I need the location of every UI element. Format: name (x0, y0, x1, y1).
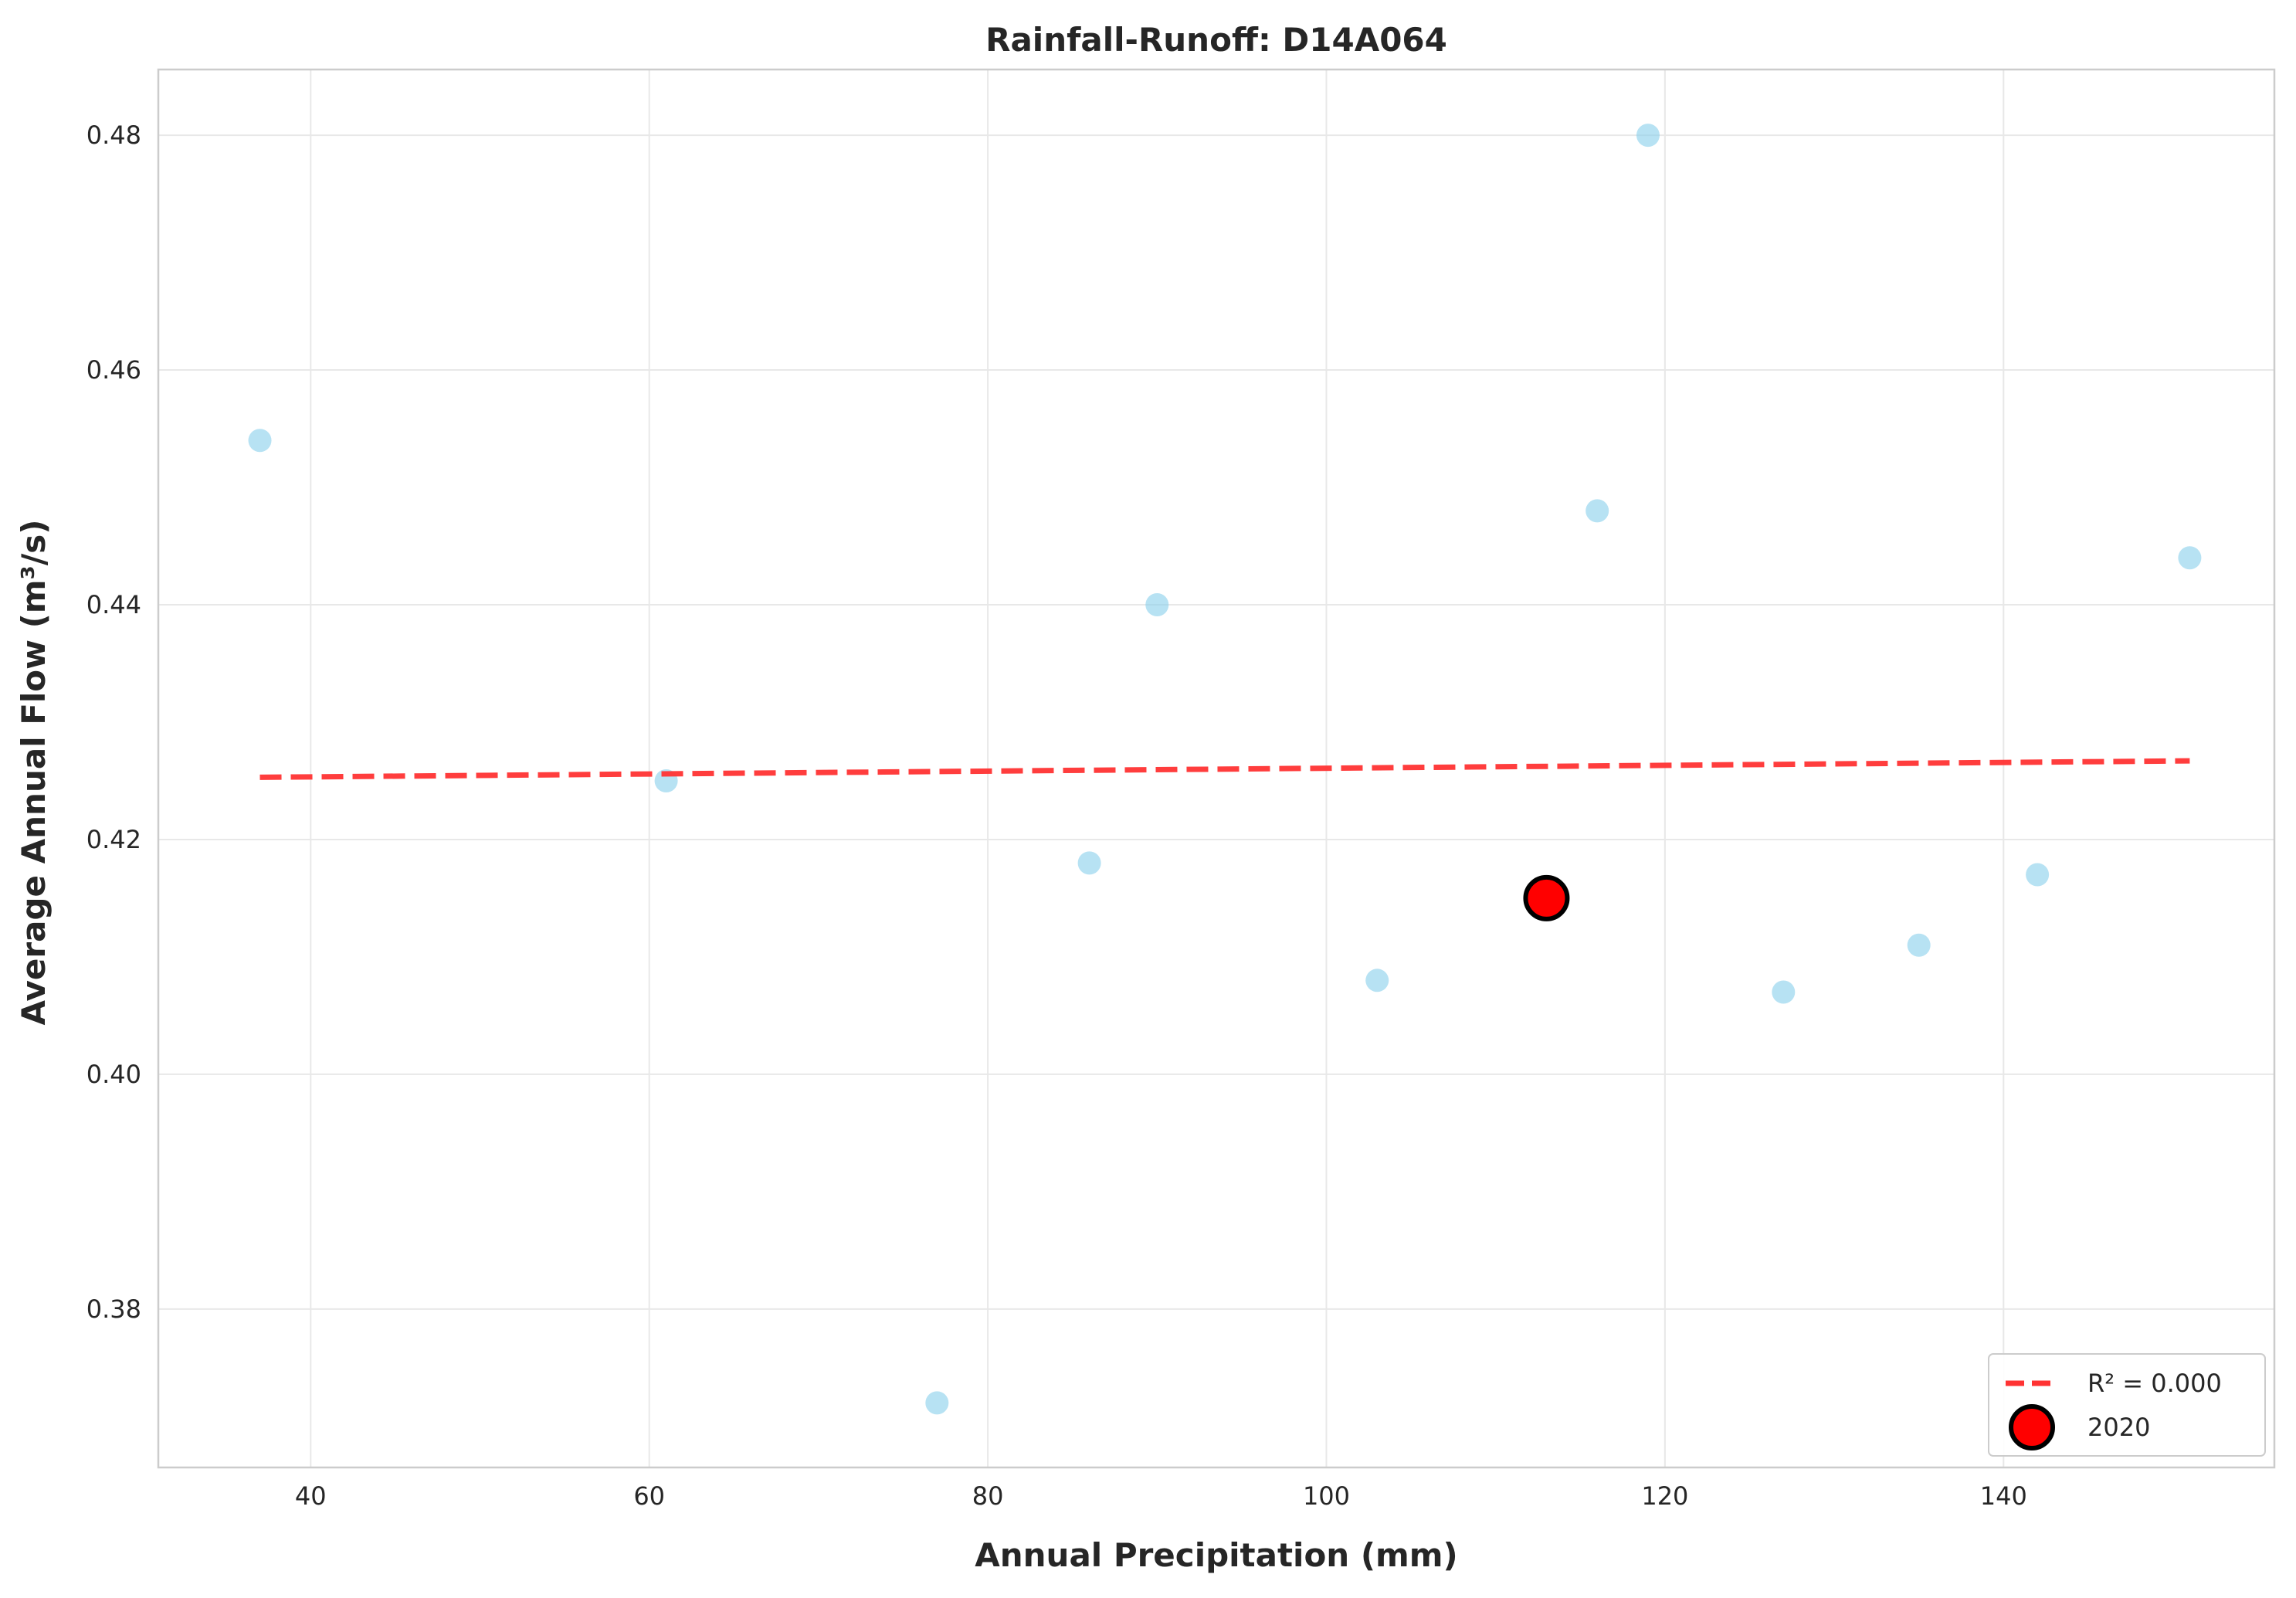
x-tick-label: 140 (1980, 1481, 2027, 1511)
scatter-point (2026, 863, 2050, 887)
legend-box (1988, 1353, 2266, 1457)
y-tick-label: 0.38 (86, 1294, 141, 1324)
scatter-point (2178, 546, 2202, 570)
scatter-point (248, 429, 272, 453)
legend-point-swatch (2009, 1404, 2055, 1450)
y-tick-label: 0.42 (86, 825, 141, 854)
plot-frame (157, 68, 2276, 1469)
scatter-point (925, 1391, 949, 1415)
y-axis-label: Average Annual Flow (m³/s) (15, 520, 53, 1026)
y-tick-label: 0.48 (86, 120, 141, 150)
x-tick-label: 120 (1641, 1481, 1688, 1511)
scatter-point (1077, 851, 1101, 875)
trend-line (259, 758, 2190, 780)
grid (158, 70, 2274, 1467)
tick-labels: 40 60 80 100 120 140 0.38 0.40 0.42 0.44 0.46 0.48 (86, 120, 2027, 1511)
scatter-point (1145, 592, 1169, 616)
x-tick-label: 100 (1303, 1481, 1350, 1511)
scatter-point (1636, 124, 1660, 148)
legend: R² = 0.000 2020 (1988, 1353, 2266, 1457)
scatter-point (1772, 980, 1796, 1004)
x-tick-label: 80 (972, 1481, 1004, 1511)
highlight-point (1523, 874, 1570, 921)
legend-label-highlight: 2020 (2087, 1413, 2150, 1442)
scatter-point (1907, 933, 1931, 957)
x-tick-label: 40 (295, 1481, 327, 1511)
y-tick-label: 0.46 (86, 355, 141, 385)
chart-title: Rainfall-Runoff: D14A064 (985, 21, 1447, 59)
data-marks (248, 124, 2202, 1415)
y-tick-label: 0.44 (86, 590, 141, 619)
scatter-point (1585, 499, 1609, 523)
legend-label-trend: R² = 0.000 (2087, 1369, 2222, 1398)
x-tick-label: 60 (633, 1481, 665, 1511)
y-tick-label: 0.40 (86, 1060, 141, 1089)
x-axis-label: Annual Precipitation (mm) (975, 1536, 1458, 1574)
scatter-point (1365, 969, 1389, 992)
